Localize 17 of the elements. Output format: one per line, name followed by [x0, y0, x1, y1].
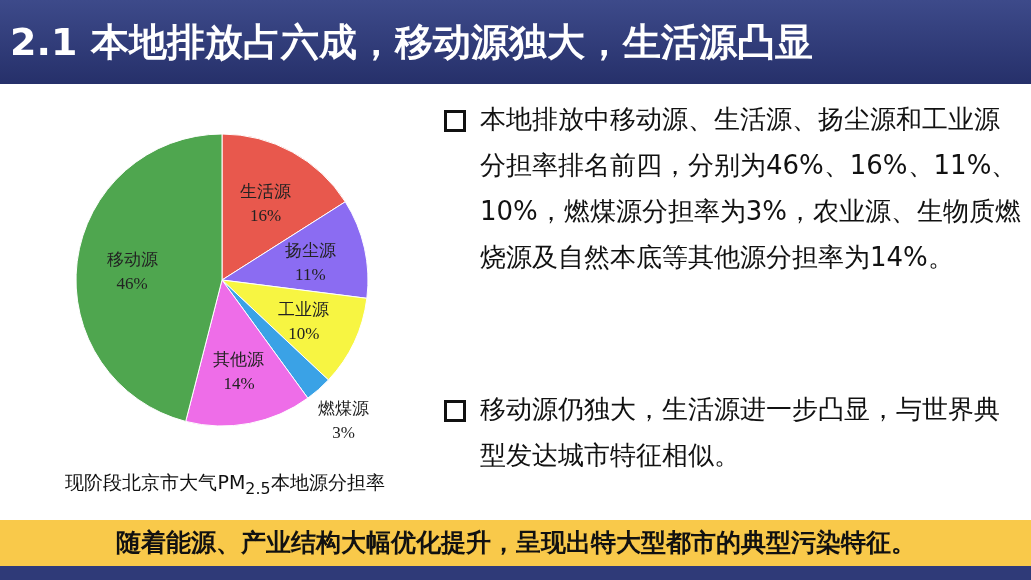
slice-label: 燃煤源 — [318, 398, 370, 419]
slice-label: 扬尘源 — [284, 240, 336, 261]
data-label: 16% — [250, 205, 282, 225]
slice-label: 其他源 — [213, 348, 265, 369]
data-label: 46% — [116, 273, 148, 293]
data-label: 11% — [295, 265, 326, 285]
data-label: 14% — [223, 373, 255, 393]
data-label: 3% — [332, 423, 356, 443]
text: 移动源仍独大，生活源进一步凸显，与世界典型发达城市特征相似。 — [480, 394, 1000, 470]
chart-title: 2.1 本地排放占六成，移动源独大，生活源凸显 — [0, 0, 1031, 84]
text: 现阶段北京市大气PM$_{2.5}$本地源分担率 — [64, 470, 386, 498]
text: 本地排放中移动源、生活源、扬尘源和工业源分担率排名前四，分别为46%、16%、11%、10%，燃煤源分担率为3%，农业源、生物质燃烧源及自然本底等其他源分担率为14%。 — [480, 104, 1022, 272]
data-label: 10% — [288, 323, 320, 343]
slice-label: 工业源 — [278, 298, 330, 319]
text: 随着能源、产业结构大幅优化提升，呈现出特大型都市的典型污染特征。 — [0, 520, 1031, 566]
slice-label: 生活源 — [240, 180, 292, 201]
slice-label: 移动源 — [106, 248, 158, 269]
